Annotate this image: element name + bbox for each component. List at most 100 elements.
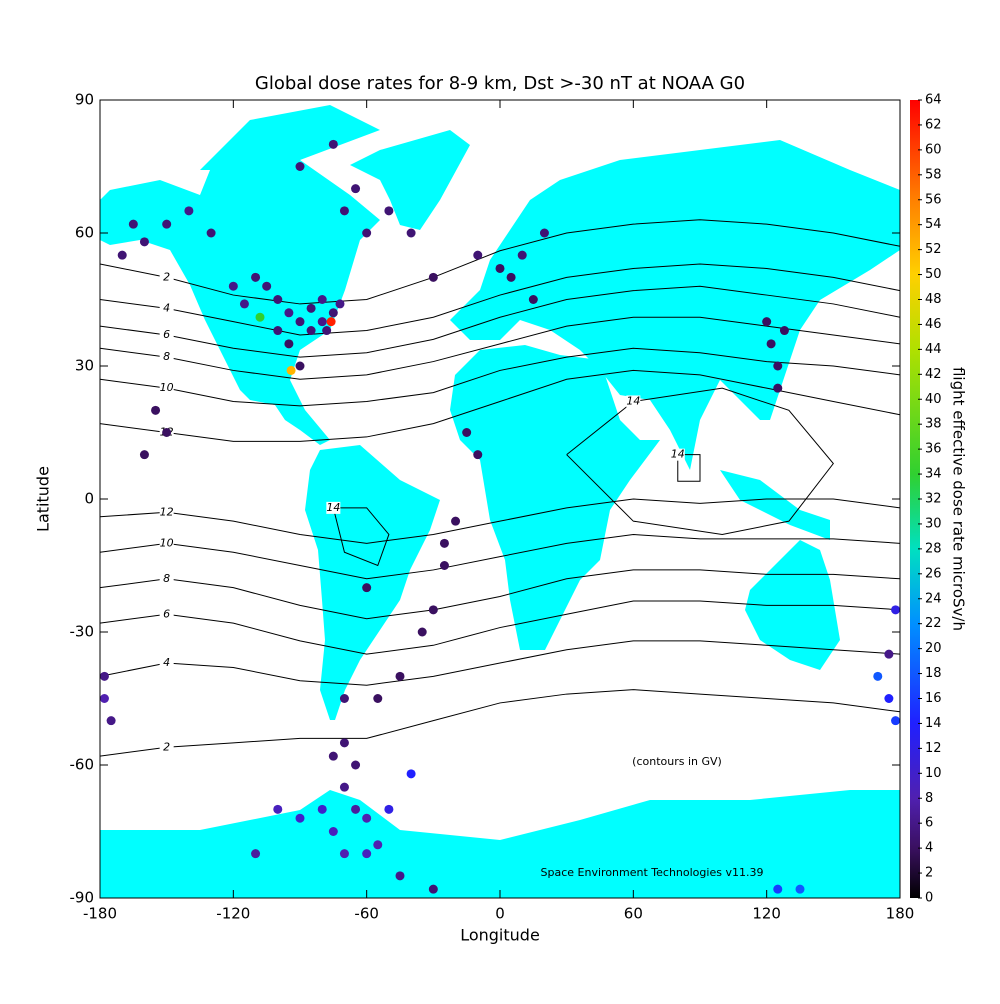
colorbar-tick-label: 18 bbox=[925, 666, 942, 681]
dose-point bbox=[295, 162, 305, 171]
dose-point bbox=[762, 317, 772, 327]
dose-point bbox=[335, 299, 345, 309]
contour-line bbox=[332, 507, 390, 567]
dose-point bbox=[295, 813, 305, 823]
dose-point bbox=[795, 884, 805, 894]
dose-point bbox=[128, 219, 138, 229]
y-tick-label: -30 bbox=[70, 623, 95, 641]
dose-point bbox=[99, 671, 109, 681]
dose-point bbox=[151, 405, 161, 415]
contour-label-bg bbox=[159, 741, 174, 754]
dose-point bbox=[99, 694, 109, 703]
contour-label-bg bbox=[159, 608, 174, 621]
dose-point bbox=[251, 849, 261, 859]
dose-point bbox=[439, 561, 449, 570]
colorbar-tick-label: 50 bbox=[925, 267, 942, 282]
dose-point bbox=[339, 782, 349, 792]
dose-point bbox=[339, 849, 349, 859]
y-tick-label: -60 bbox=[70, 756, 95, 774]
colorbar-tick-label: 34 bbox=[925, 467, 942, 482]
dose-point bbox=[239, 299, 249, 309]
contour-line bbox=[99, 498, 901, 544]
dose-point bbox=[295, 361, 305, 371]
colorbar-tick-label: 6 bbox=[925, 816, 933, 831]
contour-line bbox=[99, 347, 901, 407]
x-tick-label: -180 bbox=[83, 905, 117, 923]
contour-label: 10 bbox=[160, 381, 174, 394]
contour-label-bg bbox=[159, 271, 174, 284]
colorbar-tick-label: 22 bbox=[925, 616, 942, 631]
dose-point bbox=[462, 428, 472, 437]
contour-label: 14 bbox=[626, 394, 640, 407]
contour-line bbox=[99, 640, 901, 686]
dose-point bbox=[428, 884, 438, 894]
contour-label-bg bbox=[159, 382, 174, 395]
contour-label: 8 bbox=[163, 572, 170, 585]
dose-point bbox=[406, 769, 416, 779]
colorbar-tick-label: 16 bbox=[925, 691, 942, 706]
x-axis-label: Longitude bbox=[460, 926, 540, 945]
colorbar-tick-label: 28 bbox=[925, 541, 942, 556]
greenland bbox=[350, 130, 470, 230]
dose-point bbox=[273, 326, 283, 336]
dose-point bbox=[162, 428, 172, 437]
y-axis-label: Latitude bbox=[34, 466, 53, 532]
x-tick-label: 120 bbox=[752, 905, 781, 923]
colorbar-tick-label: 10 bbox=[925, 766, 942, 781]
indonesia bbox=[720, 470, 830, 540]
dose-point bbox=[317, 804, 327, 814]
colorbar bbox=[910, 100, 920, 898]
dose-point bbox=[506, 272, 516, 282]
y-tick-label: -90 bbox=[70, 889, 95, 907]
north-america bbox=[100, 150, 380, 445]
dose-point bbox=[273, 295, 283, 304]
contour-label: 2 bbox=[163, 270, 170, 283]
dose-point bbox=[773, 383, 783, 393]
dose-point bbox=[779, 326, 789, 336]
dose-point bbox=[362, 583, 372, 593]
contour-label: 8 bbox=[163, 350, 170, 363]
dose-point bbox=[473, 250, 483, 260]
dose-point bbox=[517, 250, 527, 260]
dose-point bbox=[884, 694, 894, 703]
dose-point bbox=[495, 263, 505, 273]
dose-point bbox=[428, 272, 438, 282]
contour-label: 2 bbox=[163, 740, 170, 753]
colorbar-tick-label: 42 bbox=[925, 367, 942, 382]
contour-label-bg bbox=[159, 572, 174, 585]
colorbar-label: flight effective dose rate microSv/h bbox=[950, 367, 968, 631]
contour-label: 10 bbox=[160, 536, 174, 549]
dose-point bbox=[139, 237, 149, 247]
x-tick-label: 0 bbox=[495, 905, 505, 923]
colorbar-tick-label: 0 bbox=[925, 891, 933, 906]
y-tick-label: 30 bbox=[75, 357, 94, 375]
dose-point bbox=[328, 751, 338, 761]
contour-label: 4 bbox=[163, 301, 170, 314]
contour-label: 14 bbox=[671, 448, 685, 461]
dose-point bbox=[473, 450, 483, 460]
dose-point bbox=[284, 339, 294, 349]
colorbar-tick-label: 60 bbox=[925, 142, 942, 157]
colorbar-tick-label: 40 bbox=[925, 392, 942, 407]
dose-point bbox=[295, 317, 305, 327]
eurasia bbox=[450, 140, 900, 470]
dose-point bbox=[891, 716, 901, 726]
dose-point bbox=[322, 326, 332, 336]
colorbar-tick-label: 56 bbox=[925, 192, 942, 207]
dose-point bbox=[439, 538, 449, 548]
dose-point bbox=[766, 339, 776, 349]
contour-label-bg bbox=[626, 395, 641, 408]
colorbar-tick-label: 2 bbox=[925, 866, 933, 881]
dose-point bbox=[339, 694, 349, 703]
contour-label: 12 bbox=[160, 505, 174, 518]
dose-point bbox=[326, 317, 336, 327]
dose-point bbox=[117, 250, 127, 260]
y-tick-label: 60 bbox=[75, 224, 94, 242]
dose-point bbox=[773, 361, 783, 371]
contour-line bbox=[99, 569, 901, 620]
dose-point bbox=[417, 627, 427, 637]
africa bbox=[450, 345, 660, 650]
contour-label: 4 bbox=[163, 656, 170, 669]
colorbar-tick-label: 36 bbox=[925, 442, 942, 457]
credit: Space Environment Technologies v11.39 bbox=[541, 866, 764, 879]
